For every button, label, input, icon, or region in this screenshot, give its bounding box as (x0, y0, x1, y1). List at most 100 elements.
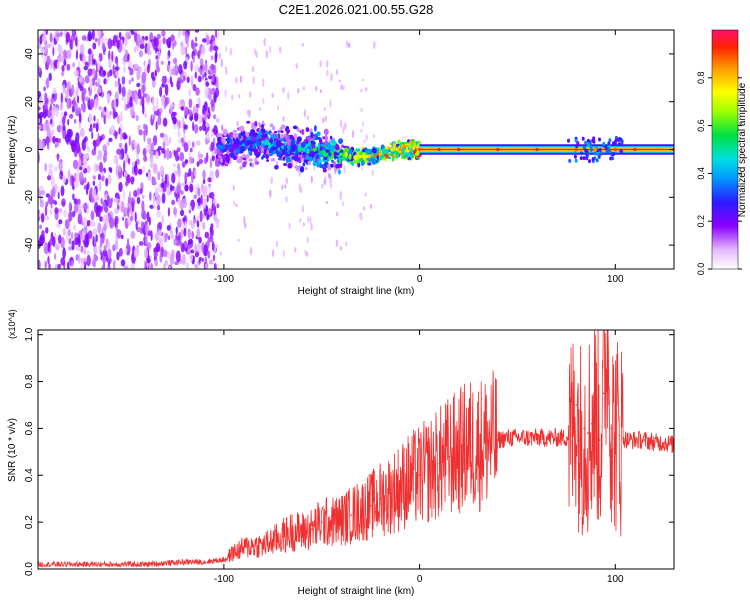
spectrogram-noise-cell (149, 191, 152, 201)
spectrogram-noise-cell (118, 247, 123, 257)
snr-point (457, 451, 460, 453)
spectrogram-noise-cell (84, 61, 89, 66)
spectrogram-noise-cell (78, 77, 83, 83)
spectrogram-noise-cell (56, 32, 61, 38)
spectrogram-noise-cell (135, 114, 139, 122)
spectrogram-noise-cell (69, 113, 74, 119)
spectrogram-speckle-cell (288, 222, 291, 230)
spectrogram-signal-cell (236, 157, 239, 163)
spectrogram-noise-cell (57, 44, 63, 53)
colorbar-tick-label: 0.6 (696, 119, 706, 132)
spectrogram-signal-cell (299, 130, 303, 134)
spectrogram-signal-cell (258, 130, 262, 136)
spectrogram-ridge-point (300, 147, 304, 152)
spectrogram-speckle-cell (329, 178, 332, 182)
spectrogram-signal-cell (354, 159, 360, 163)
spectrogram-noise-cell (164, 173, 168, 185)
spectrogram-noise-cell (124, 49, 128, 58)
spectrogram-noise-cell (161, 214, 165, 224)
spectrogram-noise-cell (115, 98, 119, 108)
spectrogram-signal-cell (332, 160, 336, 166)
spectrogram-noise-cell (104, 205, 108, 214)
spectrogram-noise-cell (102, 254, 107, 264)
spectrogram-signal-cell (236, 147, 240, 155)
spectrogram-noise-cell (198, 153, 204, 159)
spectrogram-speckle-cell (282, 116, 285, 122)
spectrogram-noise-cell (144, 247, 149, 259)
spectrogram-noise-cell (38, 124, 42, 131)
spectrogram-signal-cell (217, 144, 223, 150)
spectrogram-noise-cell (125, 180, 129, 187)
spectrogram-speckle-cell (284, 184, 287, 189)
spectrogram-noise-cell (84, 96, 90, 102)
spectrogram-signal-cell (280, 124, 286, 130)
spectrogram-signal-cell (222, 128, 228, 135)
spectrogram-noise-cell (103, 78, 106, 85)
spectrogram-speckle-cell (360, 88, 363, 93)
spectrogram-noise-cell (164, 83, 169, 96)
spectrogram-noise-cell (51, 186, 56, 198)
spectrogram-noise-cell (39, 224, 43, 230)
spectrogram-signal-cell (262, 133, 268, 138)
spectrogram-noise-cell (131, 111, 136, 116)
spectrogram-signal-cell (223, 132, 227, 137)
spectrogram-signal-cell (301, 129, 305, 136)
spectrogram-speckle-cell (262, 98, 265, 105)
snr-point (321, 521, 323, 523)
spectrogram-noise-cell (155, 151, 159, 160)
snr-point (262, 544, 264, 547)
spectrogram-speckle-cell (363, 139, 366, 144)
spectrogram-signal-cell (298, 152, 302, 155)
spectrogram-noise-cell (192, 55, 195, 63)
spectrogram-burst-cell (579, 156, 583, 161)
spectrogram-noise-cell (150, 157, 154, 167)
spectrogram-ytick-label: 20 (24, 96, 35, 108)
spectrogram-noise-cell (67, 118, 70, 126)
spectrogram-noise-cell (154, 259, 159, 267)
spectrogram-speckle-cell (373, 40, 376, 50)
spectrogram-noise-cell (131, 200, 135, 212)
spectrogram-noise-cell (196, 228, 200, 238)
spectrogram-noise-cell (95, 164, 100, 172)
spectrogram-noise-cell (102, 249, 108, 257)
spectrogram-noise-cell (213, 205, 217, 216)
spectrogram-burst-cell (585, 153, 589, 158)
spectrogram-noise-cell (168, 265, 172, 269)
spectrogram-noise-cell (179, 63, 182, 72)
spectrogram-noise-cell (94, 84, 97, 92)
snr-point (594, 408, 597, 411)
spectrogram-noise-cell (92, 58, 96, 65)
spectrogram-noise-cell (201, 257, 204, 263)
spectrogram-noise-cell (52, 46, 55, 57)
spectrogram-noise-cell (162, 249, 168, 258)
spectrogram-noise-cell (48, 72, 52, 82)
spectrogram-noise-cell (146, 211, 150, 223)
snr-ytick-label: 0.8 (24, 374, 35, 388)
spectrogram-ridge-point (261, 140, 265, 144)
spectrogram-noise-cell (41, 139, 45, 150)
spectrogram-image (38, 30, 674, 269)
spectrogram-speckle-cell (301, 204, 304, 213)
spectrogram-noise-cell (118, 164, 122, 173)
spectrogram-noise-cell (205, 205, 209, 213)
spectrogram-noise-cell (159, 165, 165, 176)
spectrogram-signal-cell (291, 156, 296, 160)
spectrogram-noise-cell (160, 96, 165, 104)
spectrogram-speckle-cell (310, 175, 313, 184)
spectrogram-noise-cell (68, 211, 73, 222)
spectrogram-noise-cell (79, 85, 84, 92)
spectrogram-noise-cell (154, 232, 159, 241)
spectrogram-signal-cell (228, 132, 234, 138)
spectrogram-noise-cell (130, 176, 135, 185)
spectrogram-noise-cell (62, 174, 66, 184)
spectrogram-noise-cell (83, 184, 86, 190)
spectrogram-noise-cell (83, 88, 87, 94)
spectrogram-noise-cell (144, 112, 147, 119)
spectrogram-burst-cell (581, 136, 585, 141)
spectrogram-noise-cell (68, 246, 73, 251)
spectrogram-noise-cell (189, 183, 194, 193)
snr-point (591, 422, 593, 425)
spectrogram-noise-cell (156, 200, 160, 206)
spectrogram-noise-cell (166, 224, 171, 231)
spectrogram-noise-cell (44, 205, 48, 217)
